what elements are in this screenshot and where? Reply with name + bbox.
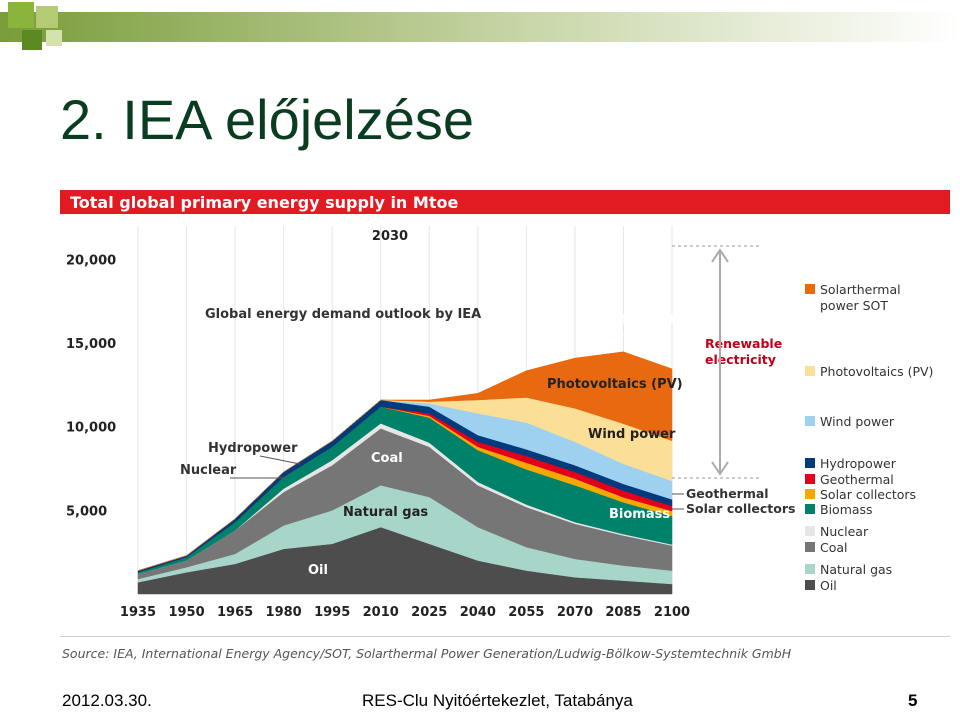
footer-event: RES-Clu Nyitóértekezlet, Tatabánya [362, 691, 633, 710]
x-tick-label: 2025 [411, 605, 447, 620]
legend-swatch [805, 284, 815, 294]
x-tick-label: 2085 [605, 605, 641, 620]
legend-label: Biomass [820, 502, 873, 517]
x-tick-label: 1950 [168, 605, 204, 620]
chart-annotation: Photovoltaics (PV) [547, 377, 683, 392]
footer-date: 2012.03.30. [62, 691, 152, 710]
x-tick-label: 1995 [314, 605, 350, 620]
bracket-arrowhead [711, 461, 729, 476]
deco-square [8, 2, 34, 28]
chart-title: Total global primary energy supply in Mt… [70, 193, 459, 212]
y-tick-label: 15,000 [66, 337, 116, 352]
chart-annotation: Global energy demand outlook by IEA [205, 307, 481, 322]
y-tick-label: 20,000 [66, 253, 116, 268]
chart-annotation: Solarthermal [578, 313, 673, 328]
chart-annotation: Natural gas [343, 505, 428, 520]
legend-label: Coal [820, 540, 848, 555]
chart-annotation: Solar collectors [686, 501, 795, 516]
area-series [137, 351, 673, 571]
deco-square [36, 6, 58, 28]
legend-swatch [805, 474, 815, 484]
chart-annotation: Geothermal [686, 486, 769, 501]
legend-label: Hydropower [820, 456, 897, 471]
chart-annotation: power (SOT) [578, 330, 669, 345]
legend-label: Natural gas [820, 562, 892, 577]
legend-swatch [805, 366, 815, 376]
x-tick-label: 1980 [266, 605, 302, 620]
x-tick-label: 2070 [557, 605, 593, 620]
x-tick-label: 1935 [120, 605, 156, 620]
legend-label: Wind power [820, 414, 895, 429]
y-tick-label: 5,000 [66, 504, 107, 519]
source-note: Source: IEA, International Energy Agency… [62, 646, 792, 661]
chart-annotation: Coal [371, 451, 403, 466]
bracket-arrowhead [711, 248, 729, 263]
slide-decoration [0, 2, 960, 50]
legend-label: Nuclear [820, 524, 869, 539]
legend-swatch [805, 564, 815, 574]
deco-square [46, 30, 62, 46]
year-marker-label: 2030 [372, 229, 408, 244]
legend-label: Solar collectors [820, 487, 916, 502]
leader-line [259, 455, 301, 465]
x-tick-label: 1965 [217, 605, 253, 620]
chart-annotation: Biomass [609, 507, 670, 522]
x-tick-label: 2100 [654, 605, 690, 620]
chart-panel: Total global primary energy supply in Mt… [60, 190, 950, 637]
chart-header: Total global primary energy supply in Mt… [60, 190, 950, 214]
legend-swatch [805, 416, 815, 426]
deco-square [22, 30, 42, 50]
legend-swatch [805, 542, 815, 552]
legend-label: Geothermal [820, 472, 894, 487]
chart-annotation: Oil [308, 563, 328, 578]
legend-swatch [805, 580, 815, 590]
chart-annotation: electricity [705, 352, 776, 367]
legend-label: power SOT [820, 298, 888, 313]
page-number: 5 [908, 691, 918, 710]
y-tick-label: 10,000 [66, 421, 116, 436]
legend-label: Oil [820, 578, 837, 593]
slide-title: 2. IEA előjelzése [60, 88, 475, 151]
deco-gradient-band [0, 12, 960, 42]
chart-annotation: Wind power [588, 427, 676, 442]
legend-swatch [805, 504, 815, 514]
legend-label: Solarthermal [820, 282, 901, 297]
chart-annotation: Nuclear [180, 463, 237, 478]
x-tick-label: 2040 [460, 605, 496, 620]
legend-swatch [805, 489, 815, 499]
legend-label: Photovoltaics (PV) [820, 364, 933, 379]
legend-swatch [805, 458, 815, 468]
chart-annotation: Hydropower [208, 441, 298, 456]
chart-annotation: Renewable [705, 336, 782, 351]
energy-supply-chart: 5,000 10,000 15,000 20,000 1935 1950 1965 1980 1… [66, 226, 933, 620]
x-tick-label: 2010 [363, 605, 399, 620]
x-tick-label: 2055 [508, 605, 544, 620]
legend-swatch [805, 526, 815, 536]
